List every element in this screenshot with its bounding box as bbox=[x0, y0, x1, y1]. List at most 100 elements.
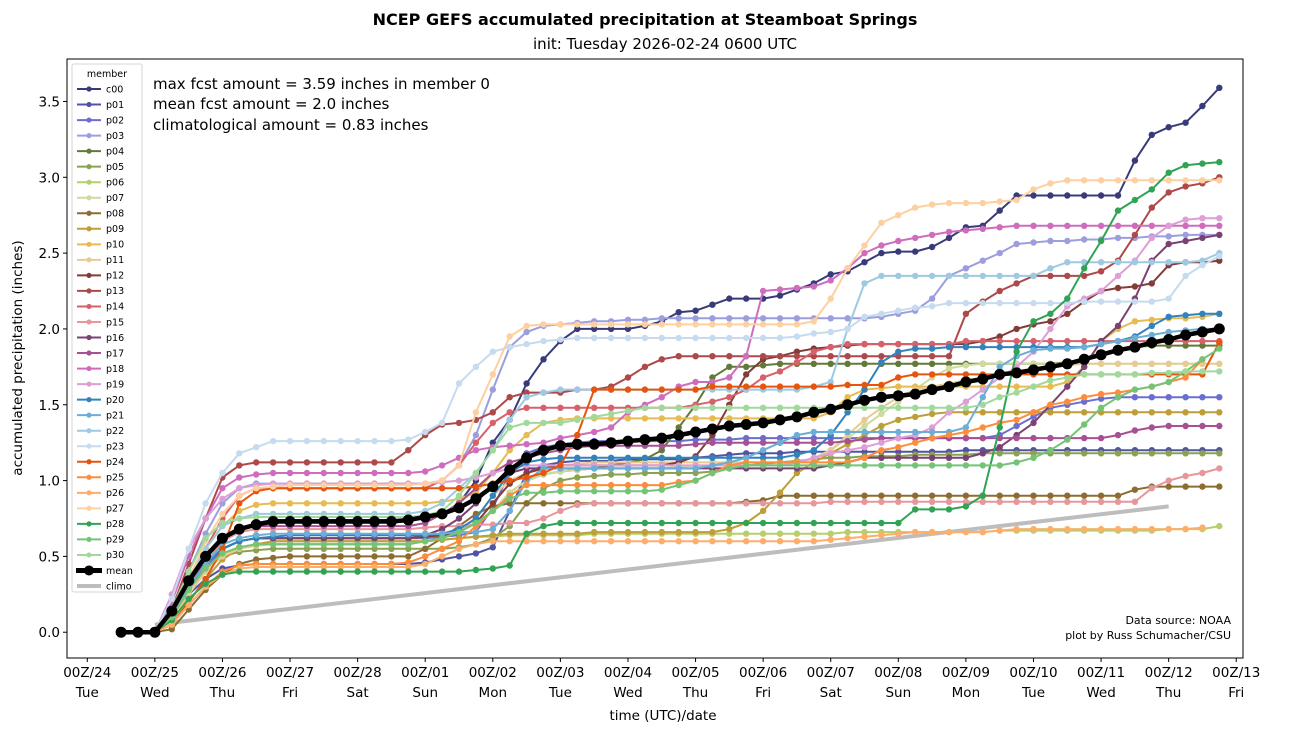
y-tick-label: 3.0 bbox=[39, 170, 60, 186]
member-p25-point bbox=[1064, 398, 1071, 405]
member-p30-point bbox=[895, 404, 902, 411]
member-p11-point bbox=[1165, 360, 1172, 367]
member-p18-point bbox=[438, 462, 446, 469]
member-p26-point bbox=[286, 563, 294, 571]
member-p21-point bbox=[422, 530, 429, 537]
member-p27-point bbox=[624, 321, 632, 328]
member-p10-point bbox=[692, 415, 699, 422]
member-p22-point bbox=[1097, 259, 1105, 266]
member-p16-line bbox=[121, 233, 1220, 634]
member-p23-point bbox=[1199, 262, 1206, 269]
member-p30-point bbox=[236, 515, 243, 522]
mean-point bbox=[842, 399, 854, 411]
member-p10-point bbox=[523, 431, 530, 439]
member-p15-point bbox=[540, 515, 547, 522]
member-p10-point bbox=[422, 500, 429, 507]
member-p03-point bbox=[202, 530, 209, 537]
member-p18-point bbox=[861, 249, 868, 257]
member-p27-point bbox=[574, 321, 581, 328]
member-p24-point bbox=[236, 500, 243, 507]
member-p12-point bbox=[1013, 325, 1020, 333]
member-p18-point bbox=[743, 353, 750, 360]
member-p21-point bbox=[1165, 328, 1172, 336]
member-p16-point bbox=[1081, 363, 1088, 370]
member-p13-point bbox=[286, 459, 294, 466]
member-p17-point bbox=[675, 442, 682, 449]
member-p30-point bbox=[472, 469, 480, 477]
legend-item-p14: p14 bbox=[77, 302, 124, 313]
member-p14-point bbox=[928, 340, 936, 348]
member-p18-point bbox=[1182, 222, 1189, 229]
member-p27-point bbox=[219, 510, 226, 518]
member-p03-point bbox=[996, 249, 1003, 257]
member-p30-point bbox=[1182, 368, 1189, 375]
member-p14-point bbox=[759, 374, 767, 381]
member-p05-point bbox=[303, 545, 311, 552]
x-tick-label-day: Sun bbox=[885, 685, 911, 701]
legend-label: p28 bbox=[106, 519, 124, 530]
mean-point bbox=[943, 381, 955, 393]
member-p26-point bbox=[641, 538, 649, 545]
axes-frame bbox=[66, 58, 1244, 659]
member-p19-point bbox=[1165, 222, 1172, 229]
legend-item-c00: c00 bbox=[77, 84, 123, 95]
member-p13-point bbox=[928, 353, 936, 360]
member-p08-point bbox=[1030, 492, 1037, 499]
legend-marker bbox=[86, 195, 92, 201]
member-p23-point bbox=[185, 545, 192, 552]
member-p20-point bbox=[912, 345, 919, 352]
member-p14-point bbox=[523, 404, 530, 411]
member-p05-point bbox=[827, 454, 834, 461]
mean-point bbox=[284, 516, 296, 527]
member-p26-point bbox=[658, 538, 665, 545]
member-c00-point bbox=[1081, 192, 1088, 199]
member-p02-point bbox=[1013, 422, 1020, 430]
member-p16-point bbox=[1216, 231, 1223, 239]
member-p18-point bbox=[320, 469, 327, 477]
member-p17-point bbox=[1148, 424, 1156, 431]
member-p26-point bbox=[1131, 525, 1139, 533]
member-p13-point bbox=[827, 353, 834, 360]
member-p17-point bbox=[861, 436, 868, 443]
member-p04-point bbox=[658, 447, 665, 454]
member-p14-point bbox=[591, 404, 598, 411]
member-p08-point bbox=[861, 492, 868, 499]
member-p13-point bbox=[1097, 268, 1105, 275]
member-p27-point bbox=[557, 321, 564, 328]
member-p09-point bbox=[1047, 409, 1054, 416]
member-p03-point bbox=[641, 316, 649, 323]
member-p05-point bbox=[1182, 450, 1189, 457]
member-p26-point bbox=[726, 538, 733, 545]
member-p27-point bbox=[1148, 177, 1156, 184]
legend-marker bbox=[86, 86, 92, 92]
member-p20-point bbox=[928, 345, 936, 352]
mean-point bbox=[960, 376, 972, 388]
member-p29-point bbox=[1097, 404, 1105, 411]
member-p02-point bbox=[759, 434, 767, 442]
member-p20-point bbox=[692, 454, 699, 461]
legend-item-p22: p22 bbox=[77, 426, 124, 437]
member-p20-point bbox=[557, 454, 564, 461]
member-p08-point bbox=[793, 492, 801, 499]
x-tick-label-day: Sat bbox=[347, 685, 369, 701]
member-p21-point bbox=[895, 428, 902, 436]
legend-marker bbox=[84, 565, 94, 576]
member-p14-point bbox=[861, 340, 868, 348]
member-p21-point bbox=[574, 465, 581, 472]
member-p15-point bbox=[759, 500, 767, 507]
member-p02-point bbox=[1030, 413, 1037, 421]
legend-item-p04: p04 bbox=[77, 146, 124, 157]
member-p30-point bbox=[726, 404, 733, 411]
member-p10-point bbox=[371, 500, 378, 507]
legend-item-p13: p13 bbox=[77, 286, 124, 297]
member-p06-point bbox=[793, 530, 801, 537]
member-p29-point bbox=[945, 462, 953, 469]
member-p26-point bbox=[405, 563, 412, 571]
member-p23-point bbox=[371, 437, 378, 445]
member-p21-point bbox=[810, 428, 817, 436]
member-p29-point bbox=[557, 488, 564, 495]
member-p23-point bbox=[438, 419, 446, 427]
member-p29-point bbox=[591, 488, 598, 495]
y-tick-label: 2.0 bbox=[39, 322, 60, 338]
member-p23-point bbox=[168, 595, 175, 603]
